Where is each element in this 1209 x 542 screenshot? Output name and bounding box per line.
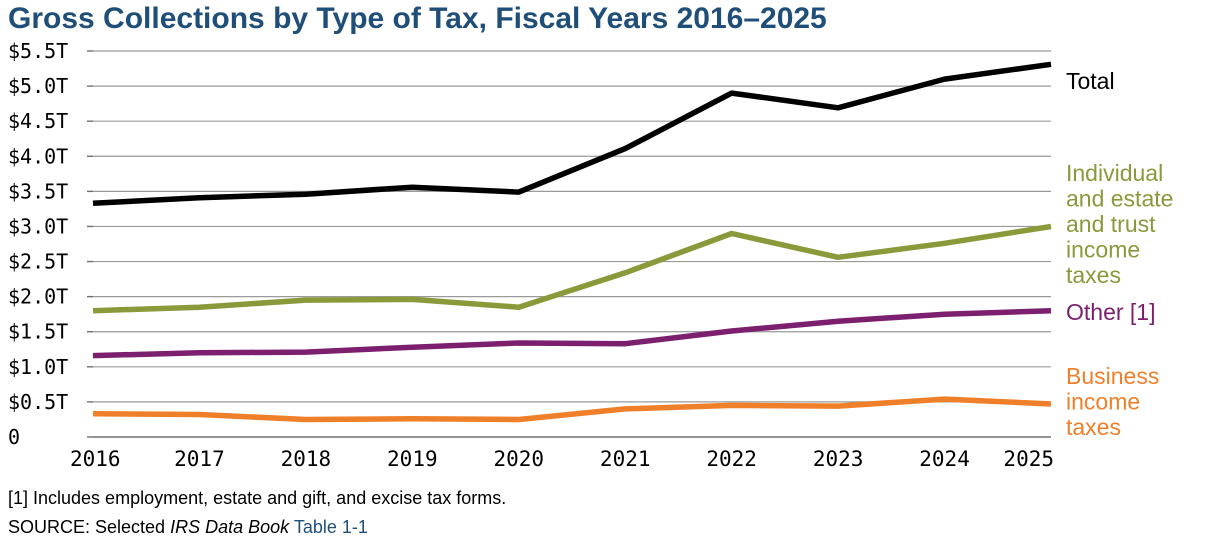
source-prefix: SOURCE: Selected bbox=[8, 517, 171, 537]
source-table-link[interactable]: Table 1-1 bbox=[293, 517, 368, 537]
y-tick-label: $3.0T bbox=[8, 214, 68, 238]
series-label: Individual bbox=[1066, 160, 1163, 186]
series-line-2 bbox=[92, 307, 1052, 359]
series-label: Other [1] bbox=[1066, 299, 1155, 325]
y-tick-label: $5.0T bbox=[8, 74, 68, 98]
x-tick-label: 2018 bbox=[281, 447, 332, 471]
chart-title: Gross Collections by Type of Tax, Fiscal… bbox=[8, 2, 827, 35]
y-tick-label: $2.0T bbox=[8, 285, 68, 309]
series-label: Business bbox=[1066, 363, 1159, 389]
gridlines bbox=[87, 50, 1051, 438]
x-tick-label: 2019 bbox=[387, 447, 438, 471]
series-line-0 bbox=[92, 61, 1052, 207]
y-tick-label: $4.5T bbox=[8, 109, 68, 133]
series-label: Total bbox=[1066, 68, 1115, 94]
x-tick-label: 2020 bbox=[493, 447, 544, 471]
x-tick-label: 2023 bbox=[813, 447, 864, 471]
series-label: income bbox=[1066, 237, 1140, 263]
x-tick-label: 2021 bbox=[600, 447, 651, 471]
x-tick-label: 2022 bbox=[706, 447, 757, 471]
x-tick-label: 2025 bbox=[1003, 447, 1054, 471]
y-tick-label: $0.5T bbox=[8, 390, 68, 414]
series-label: taxes bbox=[1066, 414, 1121, 440]
y-tick-label: $1.5T bbox=[8, 320, 68, 344]
series-label: and trust bbox=[1066, 211, 1156, 237]
y-tick-label: $2.5T bbox=[8, 250, 68, 274]
y-tick-label: $3.5T bbox=[8, 179, 68, 203]
source-publication: IRS Data Book bbox=[170, 517, 290, 537]
x-axis-tick-labels: 2016 2017 2018 2019 2020 2021 2022 2023 2024 2025 bbox=[70, 447, 1054, 471]
x-tick-label: 2024 bbox=[919, 447, 970, 471]
series-label: taxes bbox=[1066, 262, 1121, 288]
y-tick-label: $4.0T bbox=[8, 144, 68, 168]
series-label: and estate bbox=[1066, 186, 1173, 212]
y-axis-tick-labels: 0 $0.5T $1.0T $1.5T $2.0T $2.5T $3.0T $3.5T $4.0… bbox=[8, 39, 68, 449]
source-note: SOURCE: Selected IRS Data Book Table 1-1 bbox=[8, 517, 368, 538]
y-tick-label: $5.5T bbox=[8, 39, 68, 63]
x-tick-label: 2017 bbox=[174, 447, 225, 471]
series-line-1 bbox=[92, 223, 1052, 314]
series-label: income bbox=[1066, 389, 1140, 415]
x-tick-label: 2016 bbox=[70, 447, 121, 471]
series-line-3 bbox=[92, 396, 1052, 423]
y-tick-label: $1.0T bbox=[8, 355, 68, 379]
series-lines bbox=[92, 61, 1052, 423]
y-tick-label: 0 bbox=[8, 425, 20, 449]
footnote: [1] Includes employment, estate and gift… bbox=[8, 488, 507, 508]
